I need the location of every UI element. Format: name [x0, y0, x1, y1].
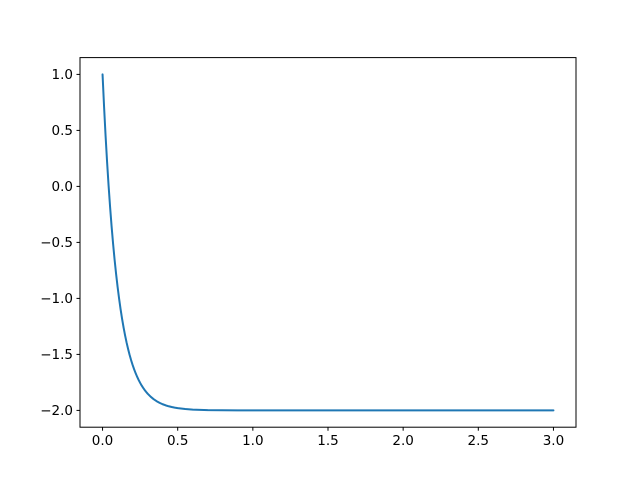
x-tick-label: 2.5: [468, 433, 489, 449]
x-tick-label: 2.0: [392, 433, 413, 449]
x-tick-label: 1.5: [317, 433, 338, 449]
x-tick-label: 1.0: [242, 433, 263, 449]
y-tick-label: −1.5: [40, 347, 73, 363]
x-tick-label: 0.0: [92, 433, 113, 449]
y-tick-label: 0.0: [52, 179, 73, 195]
y-tick-label: 1.0: [52, 67, 73, 83]
axes-spines: [79, 57, 577, 428]
y-tick-label: −0.5: [40, 235, 73, 251]
x-tick-label: 0.5: [167, 433, 188, 449]
y-tick-label: 0.5: [52, 123, 73, 139]
data-line: [101, 73, 555, 412]
y-tick-label: −2.0: [40, 403, 73, 419]
y-tick-label: −1.0: [40, 291, 73, 307]
x-tick-label: 3.0: [543, 433, 564, 449]
plot-area: 0.0 0.5 1.0 1.5 2.0 2.5 3.0 1.0 0.5 0.0 −0.5 −1.0 −1…: [40, 57, 577, 449]
